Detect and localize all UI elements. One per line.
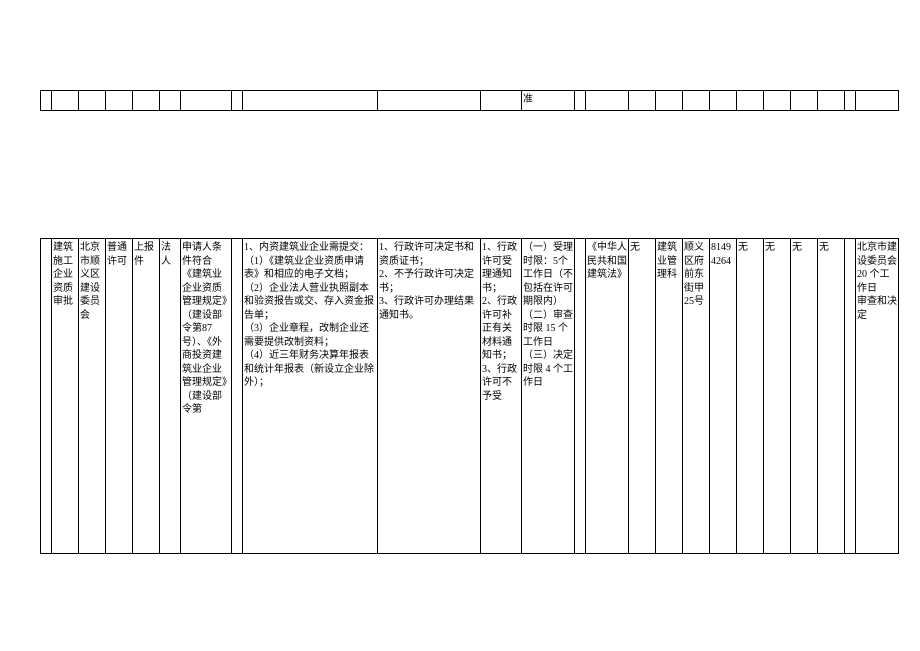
table-row: 准 bbox=[41, 91, 899, 111]
cell-none2: 无 bbox=[764, 239, 791, 554]
cell-agency: 北京市顺义区建设委员会 bbox=[79, 239, 106, 554]
cell-fee: 无 bbox=[629, 239, 656, 554]
cell-empty bbox=[232, 239, 243, 554]
cell-materials: 1、内资建筑业企业需提交： （1）《建筑业企业资质申请表》和相应的电子文档； （… bbox=[243, 239, 378, 554]
table-row: 建筑施工企业资质审批 北京市顺义区建设委员会 普通许可 上报件 法人 申请人条件… bbox=[41, 239, 899, 554]
cell-decision-docs: 1、行政许可决定书和资质证书； 2、不予行政许可决定书； 3、行政许可办理结果通… bbox=[378, 239, 481, 554]
cell-address: 顺义区府前东街甲25号 bbox=[683, 239, 710, 554]
cell-time-limits: （一）受理 时限：5个工作日（不包括在许可期限内） （二）审查 时限 15 个工… bbox=[522, 239, 575, 554]
cell-dept: 建筑业管理科 bbox=[656, 239, 683, 554]
cell-none1: 无 bbox=[737, 239, 764, 554]
cell-item-name: 建筑施工企业资质审批 bbox=[52, 239, 79, 554]
cell-empty bbox=[845, 239, 856, 554]
cell-none3: 无 bbox=[791, 239, 818, 554]
cell-notice-docs: 1、行政许可受理通知书； 2、行政许可补正有关材料通知书； 3、行政许可不予受 bbox=[481, 239, 522, 554]
cell-empty bbox=[41, 239, 52, 554]
cell-upper-review: 北京市建设委员会 20 个工作日 审查和决定 bbox=[856, 239, 899, 554]
page: 准 建筑施工企业资质审批 北京市顺义区建设委员会 普通许可 上报件 法人 申请人… bbox=[0, 0, 920, 651]
cell-submit-type: 上报件 bbox=[133, 239, 160, 554]
data-table-top-fragment: 准 bbox=[40, 90, 899, 111]
cell-partial-top: 准 bbox=[522, 91, 575, 111]
cell-conditions: 申请人条件符合《建筑业企业资质管理规定》（建设部令第87号）、《外商投资建筑业企… bbox=[181, 239, 232, 554]
cell-empty bbox=[575, 239, 586, 554]
cell-applicant-type: 法人 bbox=[160, 239, 181, 554]
cell-legal-basis: 《中华人民共和国建筑法》 bbox=[586, 239, 629, 554]
data-table-main: 建筑施工企业资质审批 北京市顺义区建设委员会 普通许可 上报件 法人 申请人条件… bbox=[40, 238, 899, 554]
cell-phone: 81494264 bbox=[710, 239, 737, 554]
cell-permit-type: 普通许可 bbox=[106, 239, 133, 554]
cell-none4: 无 bbox=[818, 239, 845, 554]
